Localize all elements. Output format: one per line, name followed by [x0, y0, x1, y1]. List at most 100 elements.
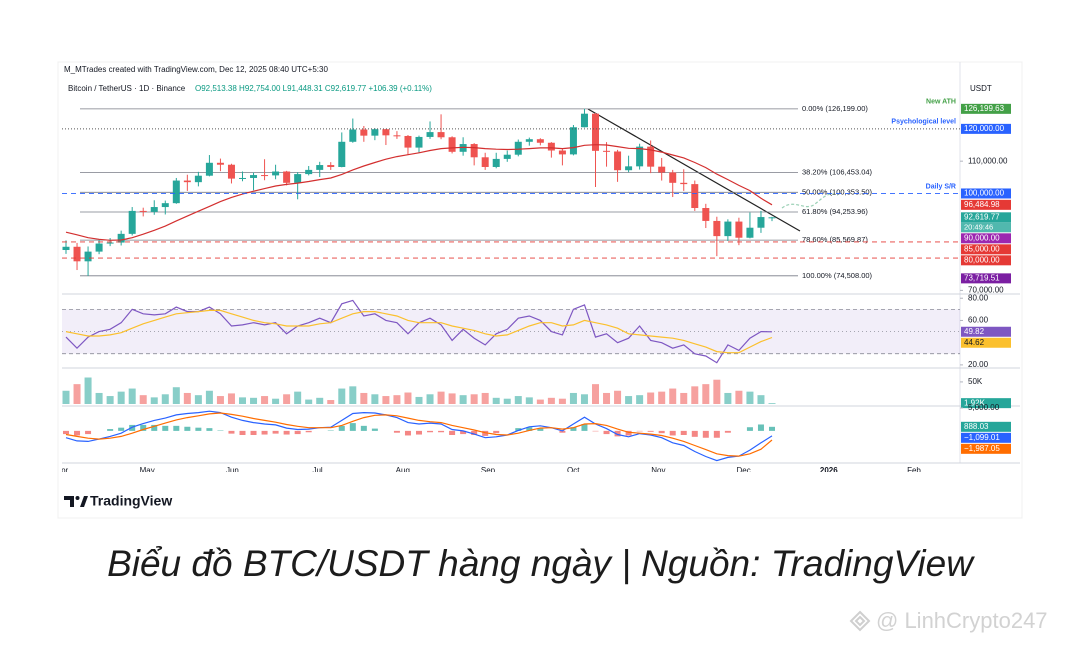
candle-body: [658, 166, 666, 173]
candle-body: [415, 136, 423, 148]
volume-bar: [647, 392, 655, 404]
watermark-icon: [849, 610, 871, 632]
candle-body: [437, 132, 445, 138]
histogram-bar: [151, 424, 158, 431]
x-tick-label: Sep: [481, 466, 496, 475]
price-badge-label: 90,000.00: [964, 233, 1000, 242]
candle-body: [161, 203, 169, 208]
y-tick-label: 60.00: [968, 316, 989, 325]
histogram-bar: [570, 427, 577, 431]
price-badge-label: 44.62: [964, 338, 985, 347]
candle-body: [713, 220, 721, 237]
histogram-bar: [526, 427, 533, 431]
histogram-bar: [272, 430, 279, 434]
candle-body: [283, 171, 291, 183]
histogram-bar: [239, 430, 246, 435]
volume-bar: [680, 392, 688, 404]
candle-body: [481, 157, 489, 167]
countdown-label: 20:49:46: [964, 222, 993, 231]
volume-bar: [227, 393, 235, 404]
volume-bar: [603, 392, 611, 404]
candle-body: [73, 246, 81, 262]
candle-body: [757, 217, 765, 228]
histogram-bar: [769, 426, 775, 431]
volume-bar: [84, 377, 92, 404]
candle-body: [547, 142, 555, 151]
volume-bar: [724, 392, 732, 404]
x-tick-label: Apr: [56, 466, 69, 475]
volume-bar: [448, 393, 456, 404]
candle-body: [691, 184, 699, 209]
volume-bar: [106, 396, 114, 404]
volume-bar: [625, 396, 633, 404]
volume-bar: [713, 379, 721, 404]
histogram-bar: [305, 430, 312, 433]
volume-bar: [470, 394, 478, 404]
volume-bar: [580, 394, 588, 404]
histogram-bar: [162, 425, 169, 431]
volume-bar: [294, 391, 302, 404]
candle-body: [128, 210, 136, 234]
histogram-bar: [349, 423, 356, 431]
candle-body: [349, 129, 357, 142]
volume-bar: [691, 386, 699, 404]
volume-bar: [514, 396, 522, 404]
candle-body: [150, 207, 158, 212]
volume-bar: [349, 386, 357, 404]
fib-label: 61.80% (94,253.96): [802, 207, 868, 216]
macd-line: [65, 410, 773, 462]
histogram-bar: [118, 427, 125, 431]
price-badge: [961, 103, 1011, 114]
level-note: New ATH: [926, 99, 956, 106]
volume-bar: [117, 391, 125, 404]
volume-bar: [592, 384, 599, 404]
candle-body: [84, 251, 92, 262]
candle-body: [669, 172, 677, 183]
histogram-bar: [294, 430, 301, 435]
fib-label: 38.20% (106,453.04): [802, 168, 873, 177]
caption: Biểu đồ BTC/USDT hàng ngày | Nguồn: Trad…: [107, 543, 975, 584]
candle-body: [382, 129, 390, 136]
volume-bar: [316, 397, 324, 404]
volume-bar: [492, 397, 500, 404]
volume-bar: [503, 398, 511, 404]
price-badge-label: 1.92K: [964, 398, 986, 407]
candle-body: [735, 221, 743, 238]
y-tick-label: 110,000.00: [968, 156, 1008, 165]
plot-area: 0.00% (126,199.00) 38.20% (106,453.04) 50.…: [56, 104, 960, 475]
volume-bar: [636, 395, 644, 404]
volume-bar: [735, 390, 743, 404]
histogram-bar: [63, 430, 69, 435]
candle-body: [514, 141, 522, 155]
candle-body: [227, 164, 235, 179]
histogram-bar: [669, 430, 676, 436]
candle-body: [250, 175, 258, 178]
candle-body: [117, 233, 125, 243]
price-badge: [961, 244, 1011, 255]
candle-body: [636, 146, 644, 167]
histogram-bar: [404, 430, 411, 436]
volume-bar: [558, 398, 566, 404]
volume-bar: [194, 395, 202, 404]
volume-bar: [415, 396, 423, 404]
moving-average: [65, 144, 773, 241]
candle-body: [371, 129, 379, 136]
histogram-bar: [129, 424, 136, 431]
volume-bar: [757, 395, 765, 404]
volume-bar: [305, 399, 313, 404]
candle-body: [404, 135, 412, 148]
volume-bar: [393, 395, 401, 404]
credit: M_MTrades created with TradingView.com, …: [64, 65, 328, 74]
histogram-bar: [691, 430, 698, 437]
volume-bar: [536, 399, 544, 404]
candle-body: [327, 165, 335, 167]
candle-body: [569, 127, 577, 155]
x-tick-label: Aug: [396, 466, 410, 475]
histogram-bar: [471, 430, 478, 435]
candle-body: [239, 177, 246, 179]
price-badge-label: 49.82: [964, 327, 985, 336]
histogram-bar: [603, 430, 610, 435]
histogram-bar: [449, 430, 456, 435]
candle-body: [536, 139, 544, 143]
chart-title: Bitcoin / TetherUS · 1D · Binance: [68, 84, 186, 93]
